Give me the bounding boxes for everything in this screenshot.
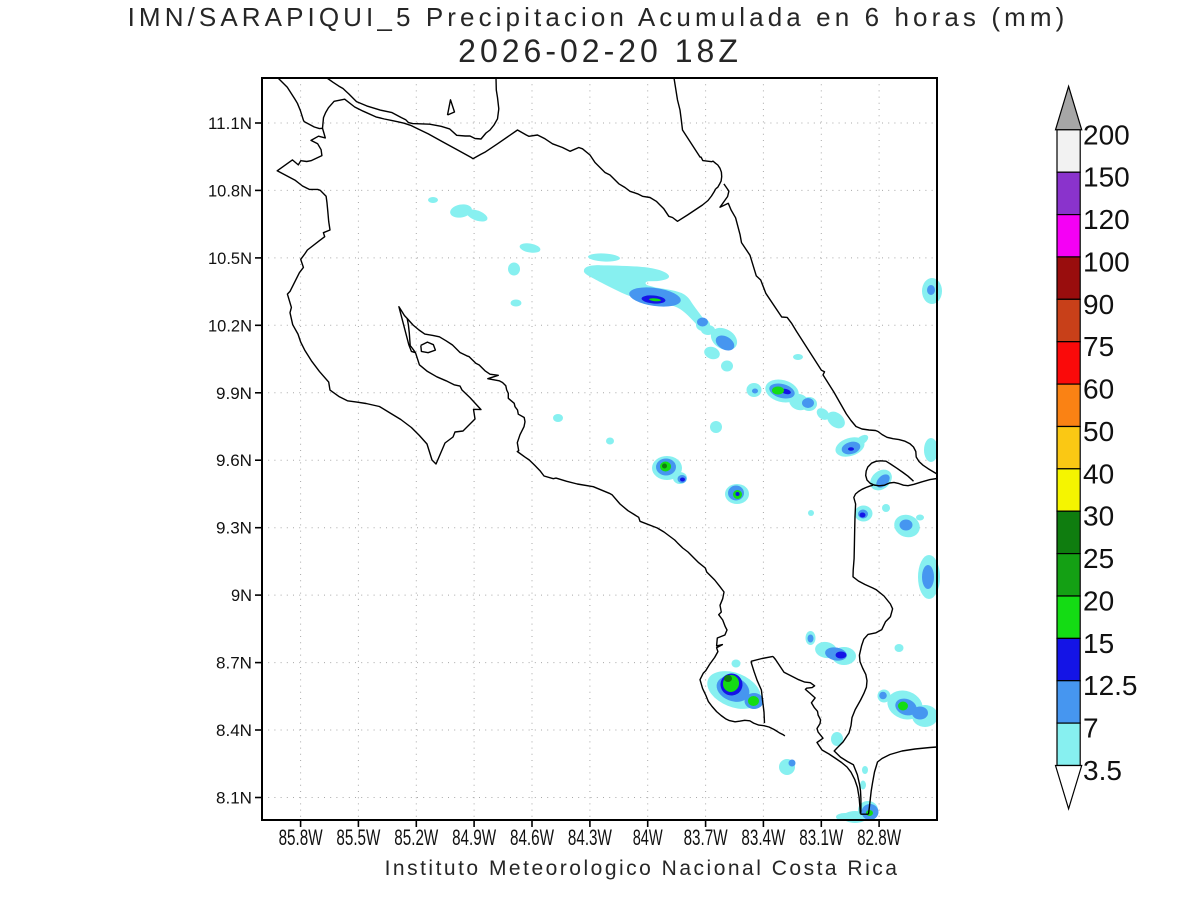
svg-text:84W: 84W — [633, 825, 663, 850]
svg-text:85.8W: 85.8W — [279, 825, 323, 850]
svg-text:9.6N: 9.6N — [216, 451, 252, 470]
svg-text:40: 40 — [1083, 458, 1114, 489]
svg-text:12.5: 12.5 — [1083, 670, 1138, 701]
svg-text:8.4N: 8.4N — [216, 721, 252, 740]
svg-text:10.8N: 10.8N — [208, 181, 252, 200]
svg-text:75: 75 — [1083, 331, 1114, 362]
svg-text:25: 25 — [1083, 543, 1114, 574]
svg-text:120: 120 — [1083, 204, 1130, 235]
svg-text:150: 150 — [1083, 162, 1130, 193]
svg-text:60: 60 — [1083, 374, 1114, 405]
svg-text:82.8W: 82.8W — [857, 825, 901, 850]
svg-text:11.1N: 11.1N — [208, 114, 252, 133]
svg-text:9N: 9N — [231, 586, 252, 605]
svg-text:30: 30 — [1083, 501, 1114, 532]
svg-text:7: 7 — [1083, 713, 1099, 744]
svg-text:85.5W: 85.5W — [336, 825, 380, 850]
svg-text:85.2W: 85.2W — [394, 825, 438, 850]
svg-text:9.3N: 9.3N — [216, 519, 252, 538]
svg-text:200: 200 — [1083, 119, 1130, 150]
svg-text:83.1W: 83.1W — [799, 825, 843, 850]
svg-text:84.3W: 84.3W — [568, 825, 612, 850]
svg-text:83.7W: 83.7W — [684, 825, 728, 850]
svg-text:20: 20 — [1083, 586, 1114, 617]
svg-text:50: 50 — [1083, 416, 1114, 447]
svg-text:84.6W: 84.6W — [510, 825, 554, 850]
svg-text:8.7N: 8.7N — [216, 654, 252, 673]
svg-text:100: 100 — [1083, 246, 1130, 277]
svg-text:83.4W: 83.4W — [741, 825, 785, 850]
svg-text:3.5: 3.5 — [1083, 755, 1122, 786]
svg-text:84.9W: 84.9W — [452, 825, 496, 850]
svg-text:9.9N: 9.9N — [216, 384, 252, 403]
svg-text:90: 90 — [1083, 289, 1114, 320]
svg-text:15: 15 — [1083, 628, 1114, 659]
svg-text:8.1N: 8.1N — [216, 789, 252, 808]
svg-text:10.2N: 10.2N — [208, 316, 252, 335]
svg-text:10.5N: 10.5N — [208, 249, 252, 268]
